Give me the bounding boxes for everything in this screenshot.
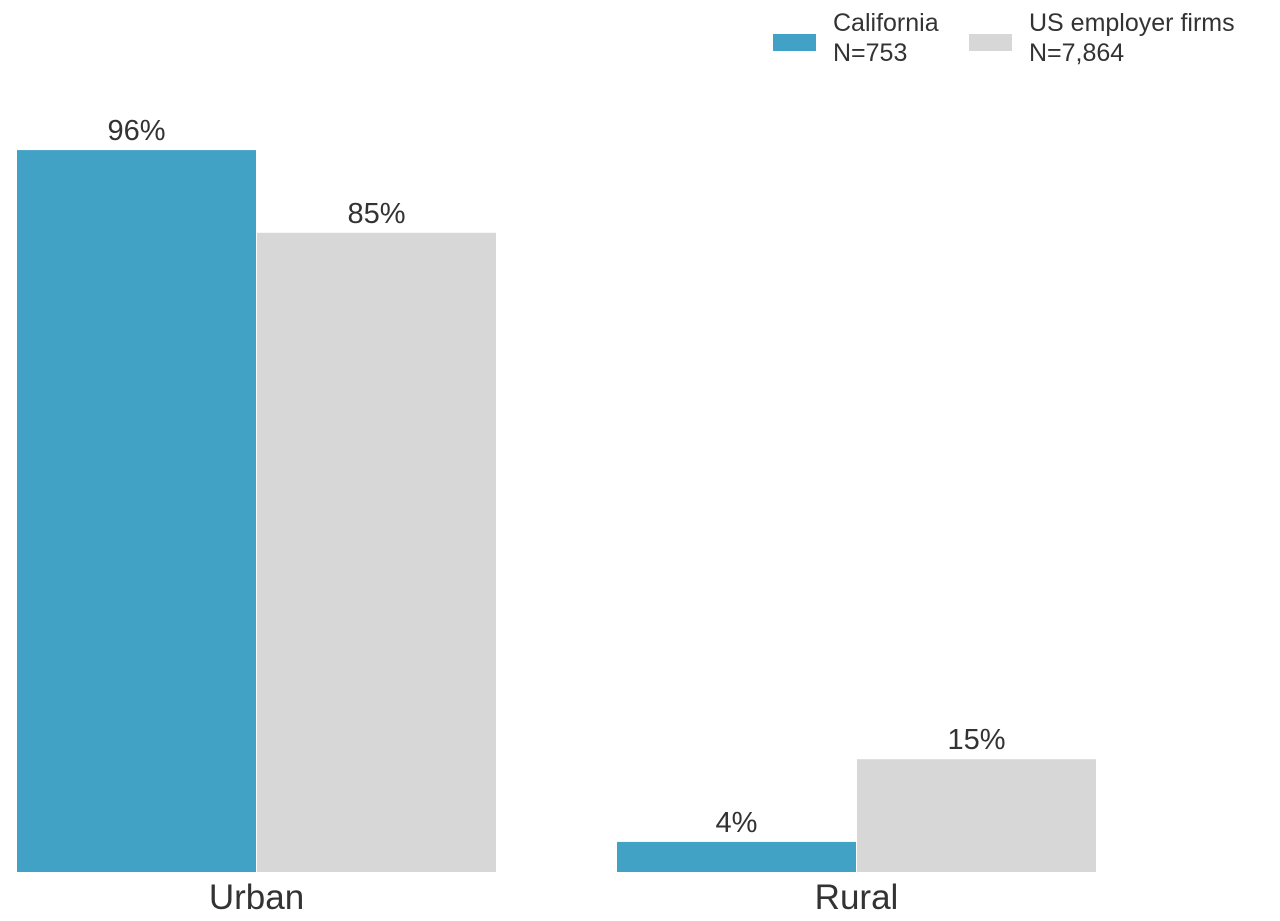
category-label-urban: Urban [209, 878, 304, 917]
bars [17, 150, 1096, 873]
category-label-rural: Rural [815, 878, 899, 917]
value-labels: 96% 85% 4% 15% [107, 115, 1005, 839]
legend-n-california: N=753 [833, 39, 907, 67]
category-labels: Urban Rural [209, 878, 898, 917]
legend-swatch-california [773, 34, 816, 51]
legend: California N=753 US employer firms N=7,8… [773, 9, 1235, 67]
bar-urban-us-employer-firms [257, 232, 496, 873]
legend-swatch-us-employer-firms [969, 34, 1012, 51]
legend-label-california: California [833, 9, 939, 37]
value-label-urban-california: 96% [107, 115, 165, 147]
bar-rural-us-employer-firms [857, 759, 1096, 872]
bar-urban-california [17, 150, 256, 872]
value-label-rural-us-employer-firms: 15% [947, 724, 1005, 756]
bar-rural-california [617, 841, 856, 872]
value-label-rural-california: 4% [716, 807, 758, 839]
value-label-urban-us-employer-firms: 85% [347, 198, 405, 230]
legend-label-us-employer-firms: US employer firms [1029, 9, 1235, 37]
legend-n-us-employer-firms: N=7,864 [1029, 39, 1124, 67]
